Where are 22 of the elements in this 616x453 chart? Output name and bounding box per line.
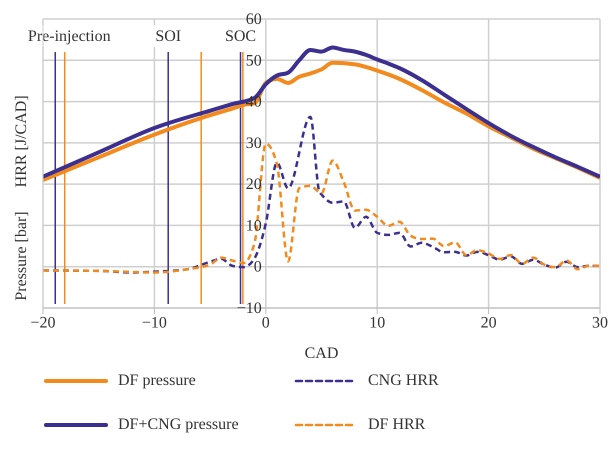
ref-line-label: Pre-injection bbox=[28, 28, 111, 45]
legend-label: DF pressure bbox=[118, 372, 196, 390]
y-tick-label: 0 bbox=[254, 258, 262, 276]
legend-label: DF+CNG pressure bbox=[118, 416, 239, 434]
x-tick-label: −10 bbox=[142, 314, 167, 332]
y-axis-title: Pressure [bar] HRR [J/CAD] bbox=[13, 95, 30, 301]
x-tick-label: 20 bbox=[480, 314, 497, 332]
ref-line-label: SOI bbox=[155, 28, 182, 45]
x-axis-title: CAD bbox=[304, 345, 338, 362]
y-tick-label: 10 bbox=[246, 217, 262, 234]
x-tick-label: −20 bbox=[30, 314, 56, 332]
x-tick-label: 10 bbox=[369, 314, 386, 332]
y-tick-label: 50 bbox=[246, 52, 262, 70]
ref-line-label: SOC bbox=[224, 28, 256, 45]
x-tick-label: 30 bbox=[592, 314, 608, 332]
y-tick-label: 30 bbox=[246, 134, 262, 152]
y-tick-label: −10 bbox=[236, 300, 262, 317]
legend-label: CNG HRR bbox=[368, 372, 439, 390]
y-tick-label: 60 bbox=[246, 11, 262, 28]
y-tick-label: 40 bbox=[246, 94, 262, 111]
legend-label: DF HRR bbox=[368, 416, 426, 434]
y-tick-label: 20 bbox=[246, 176, 262, 194]
